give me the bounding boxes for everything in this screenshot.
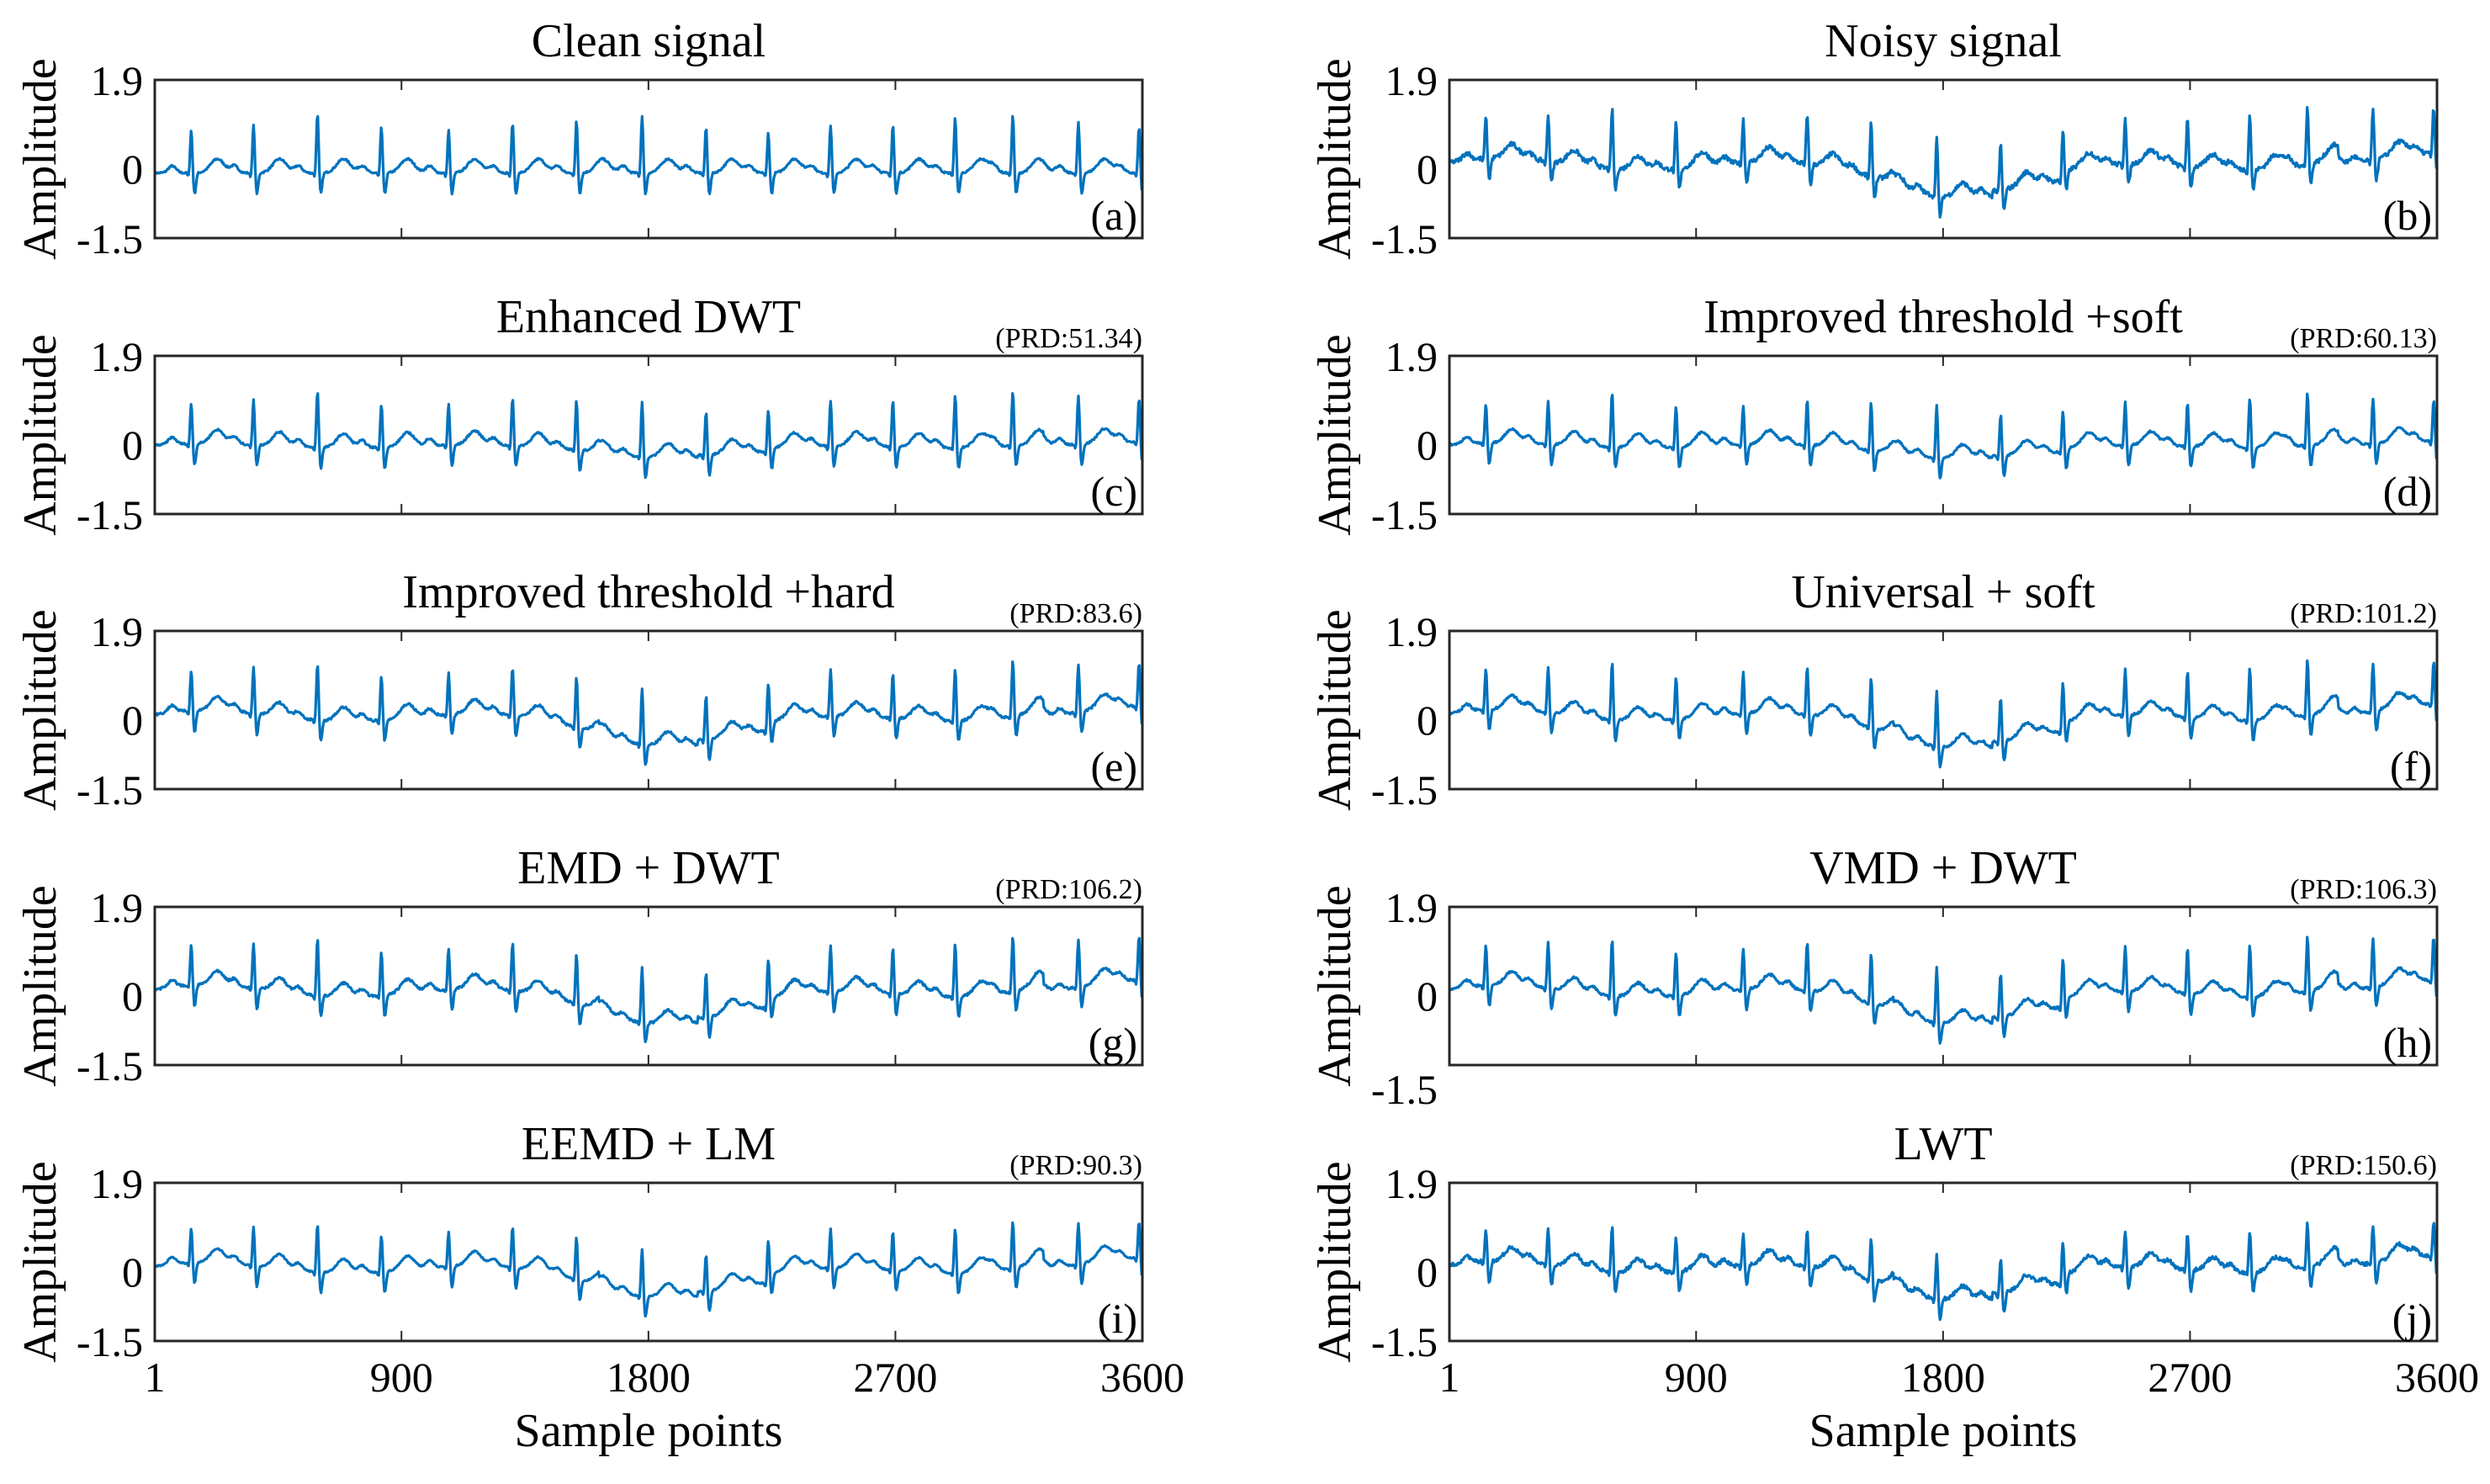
y-tick-label: -1.5 [77, 1318, 143, 1365]
signal-line [1449, 659, 2438, 769]
y-tick-label: -1.5 [77, 766, 143, 814]
y-tick-label: 0 [122, 973, 143, 1020]
prd-label: (PRD:106.3) [2290, 874, 2437, 905]
signal-line [1448, 392, 2438, 480]
chart-title: EMD + DWT [517, 842, 780, 894]
x-tick-label: 1800 [1901, 1354, 1985, 1401]
x-axis-label: Sample points [1809, 1405, 2078, 1457]
chart-title: Noisy signal [1825, 15, 2062, 67]
prd-label: (PRD:106.2) [995, 874, 1142, 905]
y-tick-label: 0 [1417, 973, 1438, 1020]
y-tick-label: -1.5 [77, 1042, 143, 1089]
x-tick-label: 2700 [853, 1354, 937, 1401]
chart-title: Improved threshold +soft [1703, 291, 2183, 343]
y-axis-label: Amplitude [14, 1161, 66, 1363]
y-tick-label: -1.5 [1371, 766, 1438, 814]
y-tick-label: 0 [122, 421, 143, 469]
chart-title: EEMD + LM [522, 1118, 776, 1170]
prd-label: (PRD:83.6) [1009, 598, 1142, 629]
y-tick-label: -1.5 [1371, 215, 1438, 262]
prd-label: (PRD:101.2) [2290, 598, 2437, 629]
signal-line [153, 392, 1143, 480]
axes-frame [1448, 354, 2439, 516]
x-axis-label: Sample points [515, 1405, 783, 1457]
signal-line [153, 114, 1143, 196]
panel-letter: (a) [1091, 192, 1138, 239]
chart-title: Clean signal [532, 15, 766, 67]
panel-letter: (f) [2390, 743, 2432, 790]
y-tick-label: 1.9 [1385, 333, 1438, 380]
y-tick-label: -1.5 [77, 215, 143, 262]
y-axis-label: Amplitude [1309, 334, 1361, 536]
panel-letter: (g) [1089, 1019, 1137, 1066]
signal-line [1449, 935, 2438, 1045]
y-tick-label: 0 [122, 1248, 143, 1296]
prd-label: (PRD:90.3) [1009, 1150, 1142, 1181]
y-tick-label: 0 [1417, 697, 1438, 744]
panel-letter: (c) [1091, 468, 1138, 515]
signal-line [153, 660, 1143, 766]
x-tick-label: 3600 [1100, 1354, 1184, 1401]
x-tick-label: 1 [1439, 1354, 1460, 1401]
chart-title: Improved threshold +hard [402, 566, 894, 618]
y-tick-label: 1.9 [91, 333, 144, 380]
x-tick-label: 1 [145, 1354, 166, 1401]
y-tick-label: 1.9 [91, 884, 144, 931]
x-tick-label: 3600 [2395, 1354, 2479, 1401]
signal-line [1448, 106, 2438, 219]
y-axis-label: Amplitude [1309, 1161, 1361, 1363]
signal-line [154, 1221, 1143, 1318]
panel-letter: (b) [2383, 192, 2432, 239]
axes-frame [153, 78, 1144, 240]
prd-label: (PRD:60.13) [2290, 323, 2437, 354]
y-tick-label: 1.9 [1385, 608, 1438, 655]
panel-letter: (h) [2383, 1019, 2432, 1066]
y-axis-label: Amplitude [1309, 58, 1361, 260]
axes-frame [153, 354, 1144, 516]
signal-line [153, 936, 1143, 1043]
y-tick-label: 1.9 [91, 1160, 144, 1207]
signal-line [1448, 1222, 2438, 1322]
y-tick-label: 1.9 [91, 57, 144, 104]
y-tick-label: 0 [122, 697, 143, 744]
y-tick-label: -1.5 [1371, 491, 1438, 538]
y-tick-label: 1.9 [1385, 1160, 1438, 1207]
chart-title: Universal + soft [1791, 566, 2095, 618]
x-tick-label: 2700 [2148, 1354, 2232, 1401]
y-tick-label: 1.9 [91, 608, 144, 655]
y-axis-label: Amplitude [14, 609, 66, 811]
y-tick-label: -1.5 [1371, 1318, 1438, 1365]
y-tick-label: 0 [122, 146, 143, 193]
y-tick-label: 1.9 [1385, 884, 1438, 931]
y-axis-label: Amplitude [1309, 609, 1361, 811]
axes-frame [1448, 905, 2439, 1067]
x-tick-label: 1800 [607, 1354, 691, 1401]
y-tick-label: 1.9 [1385, 57, 1438, 104]
y-tick-label: 0 [1417, 146, 1438, 193]
y-axis-label: Amplitude [14, 885, 66, 1087]
y-tick-label: -1.5 [1371, 1066, 1438, 1113]
y-axis-label: Amplitude [14, 58, 66, 260]
x-tick-label: 900 [1665, 1354, 1728, 1401]
y-axis-label: Amplitude [14, 334, 66, 536]
chart-title: Enhanced DWT [496, 291, 801, 343]
chart-title: LWT [1894, 1118, 1992, 1170]
y-tick-label: -1.5 [77, 491, 143, 538]
panel-letter: (j) [2392, 1295, 2432, 1342]
x-tick-label: 900 [370, 1354, 433, 1401]
chart-title: VMD + DWT [1809, 842, 2077, 894]
prd-label: (PRD:51.34) [995, 323, 1142, 354]
prd-label: (PRD:150.6) [2290, 1150, 2437, 1181]
panel-letter: (d) [2383, 468, 2432, 515]
y-axis-label: Amplitude [1309, 885, 1361, 1087]
y-tick-label: 0 [1417, 1248, 1438, 1296]
panel-letter: (i) [1098, 1295, 1137, 1342]
panel-letter: (e) [1091, 743, 1138, 790]
y-tick-label: 0 [1417, 421, 1438, 469]
